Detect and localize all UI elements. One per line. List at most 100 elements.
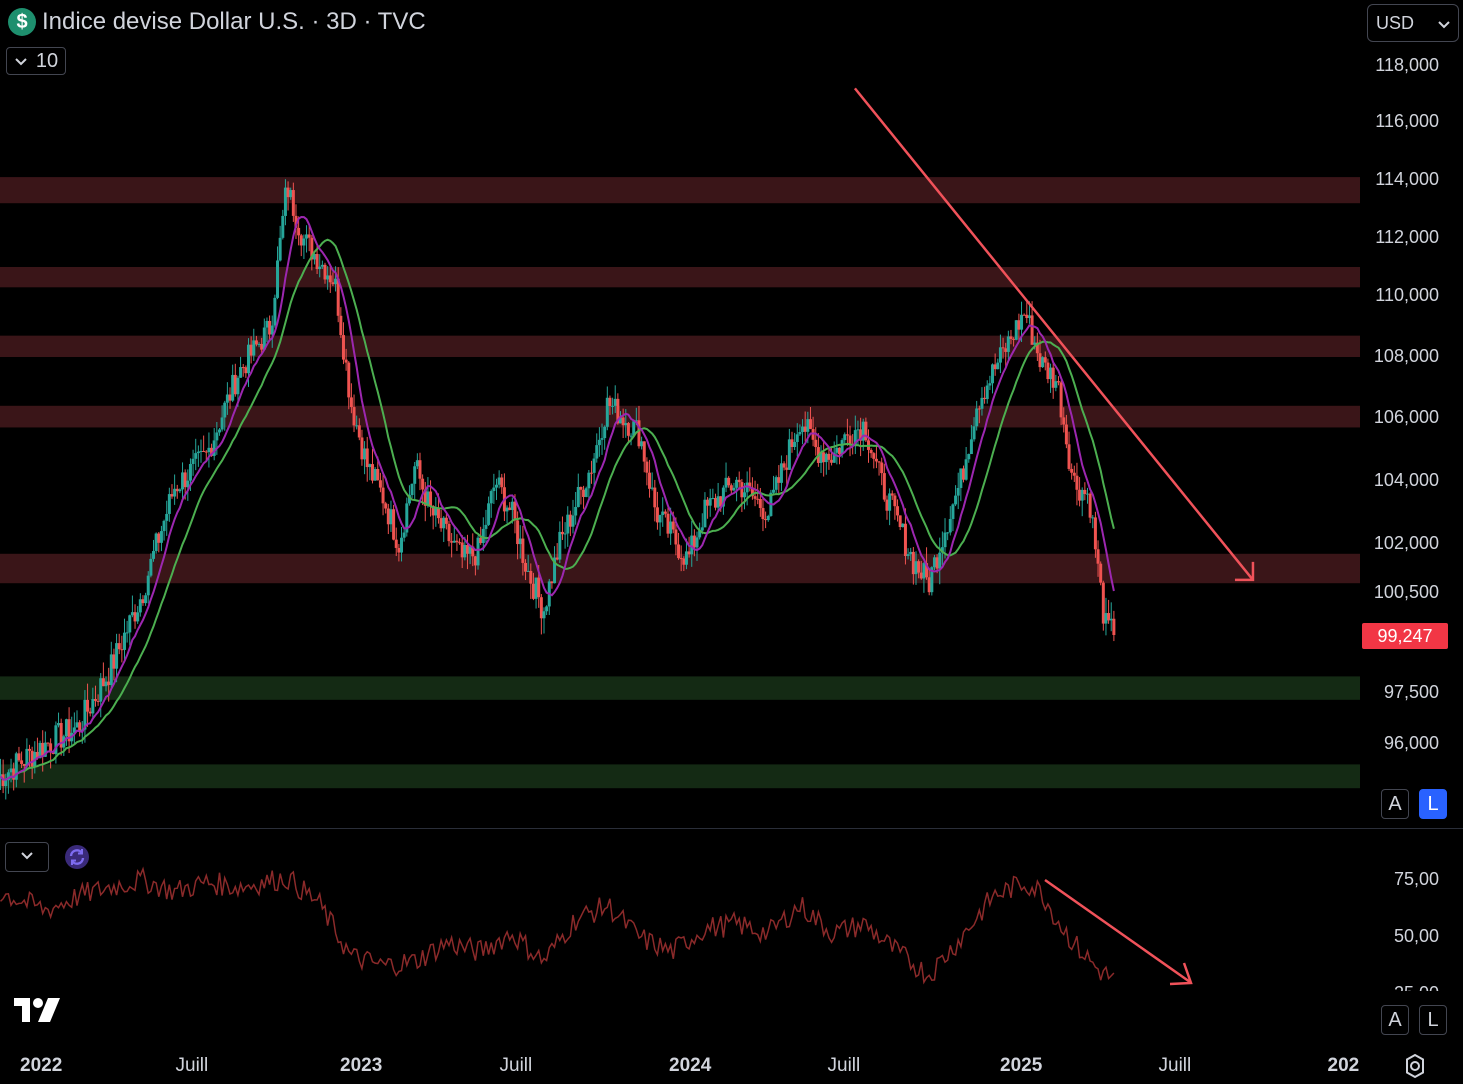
candle-body — [312, 253, 316, 260]
candle-body — [845, 434, 849, 436]
candle-body — [394, 539, 398, 548]
price-axis-label: 114,000 — [1375, 169, 1439, 189]
candle-body — [252, 340, 256, 356]
candle-body — [273, 297, 277, 326]
moving-average-slow — [0, 238, 1115, 781]
candle-body — [909, 551, 913, 555]
auto-scale-button[interactable]: A — [1381, 789, 1409, 819]
candle-body — [1046, 362, 1050, 380]
candle-body — [481, 528, 485, 544]
collapse-button[interactable]: 10 — [6, 47, 66, 75]
sync-icon[interactable] — [62, 842, 92, 872]
candle-body — [761, 508, 765, 520]
candle-body — [368, 464, 372, 468]
candle-body — [125, 632, 129, 634]
log-scale-button[interactable]: L — [1419, 789, 1447, 819]
candle-body — [315, 253, 319, 270]
candle-body — [22, 763, 26, 766]
candle-body — [410, 483, 414, 496]
candle-body — [684, 551, 688, 565]
time-axis-label: 202 — [1327, 1055, 1360, 1076]
candle-body — [516, 520, 520, 545]
candle-body — [824, 453, 828, 463]
candle-body — [141, 599, 145, 604]
candle-body — [526, 570, 530, 572]
rsi-trendline — [1044, 878, 1191, 984]
candle-body — [186, 480, 190, 488]
candle-body — [136, 612, 140, 622]
candle-body — [355, 425, 359, 427]
candle-body — [96, 700, 100, 702]
candle-body — [880, 462, 884, 474]
candle-body — [568, 514, 572, 527]
candle-body — [1109, 618, 1113, 621]
candle-body — [246, 344, 250, 374]
candle-body — [901, 523, 905, 528]
candle-body — [632, 421, 636, 436]
candle-body — [289, 190, 293, 198]
candle-body — [888, 493, 892, 511]
collapse-count: 10 — [35, 49, 59, 72]
candle-body — [938, 552, 942, 569]
candle-body — [120, 649, 124, 651]
candle-body — [774, 477, 778, 490]
candle-body — [162, 520, 166, 532]
currency-select[interactable]: USD — [1367, 4, 1459, 42]
candle-body — [471, 546, 475, 557]
candle-body — [677, 544, 681, 559]
indicator-auto-scale-button[interactable]: A — [1381, 1005, 1409, 1035]
candle-body — [93, 699, 97, 701]
candle-body — [38, 742, 42, 759]
candle-body — [86, 699, 90, 712]
candle-body — [1038, 353, 1042, 368]
candle-body — [64, 719, 68, 737]
candle-body — [911, 551, 915, 575]
candle-body — [1099, 563, 1103, 583]
candle-body — [925, 563, 929, 578]
candle-body — [735, 479, 739, 488]
candle-body — [555, 557, 559, 560]
candle-body — [278, 237, 282, 261]
time-axis-label: 2025 — [1000, 1055, 1043, 1076]
candle-body — [772, 489, 776, 493]
candle-body — [215, 432, 219, 441]
candle-body — [1088, 493, 1092, 518]
candle-body — [518, 538, 522, 545]
candle-body — [415, 460, 419, 467]
gear-icon[interactable] — [1402, 1053, 1428, 1079]
candle-body — [608, 397, 612, 407]
candle-body — [740, 482, 744, 498]
chevron-down-icon — [20, 848, 34, 866]
tradingview-logo[interactable] — [14, 996, 62, 1029]
time-axis-label: Juill — [499, 1055, 533, 1076]
indicator-log-scale-button[interactable]: L — [1419, 1005, 1447, 1035]
candle-body — [980, 397, 984, 409]
candle-body — [579, 486, 583, 490]
candle-body — [407, 495, 411, 504]
candle-body — [613, 398, 617, 406]
candle-body — [1059, 382, 1063, 418]
candle-body — [576, 486, 580, 507]
candle-body — [869, 449, 873, 454]
candle-body — [808, 419, 812, 429]
candle-body — [1080, 489, 1084, 501]
candle-body — [840, 440, 844, 455]
candle-body — [463, 544, 467, 558]
candle-body — [57, 722, 61, 726]
candle-body — [1091, 517, 1095, 519]
candle-body — [793, 441, 797, 448]
price-axis-label: 112,000 — [1375, 227, 1439, 247]
candle-body — [1022, 314, 1026, 316]
candle-body — [521, 538, 525, 563]
candle-body — [426, 491, 430, 506]
candle-body — [336, 278, 340, 316]
chevron-down-icon — [14, 50, 28, 73]
pane-divider[interactable] — [0, 828, 1463, 829]
indicator-collapse-button[interactable] — [5, 842, 49, 872]
candle-body — [806, 419, 810, 432]
symbol-title[interactable]: $ Indice devise Dollar U.S. · 3D · TVC — [8, 6, 426, 38]
indicator-axis-label: 50,00 — [1393, 926, 1439, 946]
candle-body — [991, 364, 995, 384]
candle-body — [698, 530, 702, 538]
